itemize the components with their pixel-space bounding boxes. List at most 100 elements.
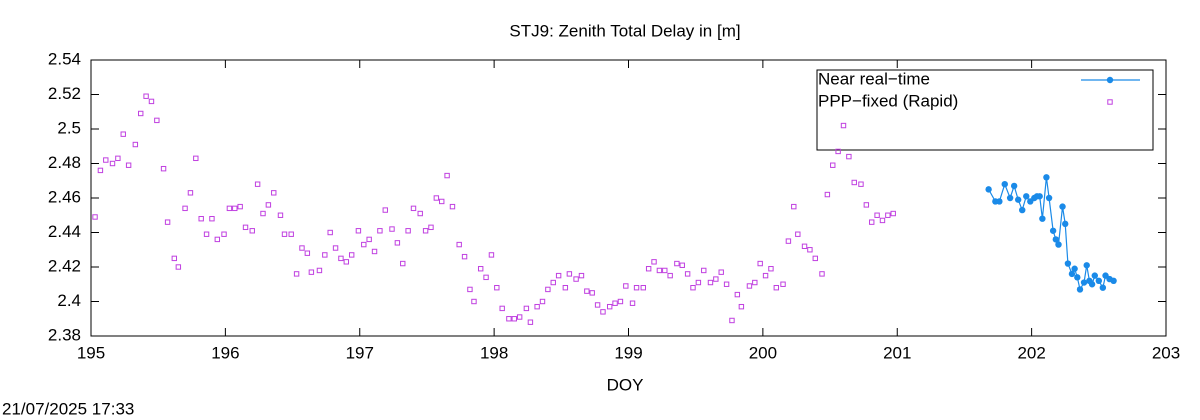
- data-point: [237, 203, 243, 210]
- data-point: [523, 305, 530, 312]
- data-point: [555, 272, 562, 279]
- x-axis-label: DOY: [607, 375, 644, 394]
- chart-title: STJ9: Zenith Total Delay in [m]: [509, 21, 740, 40]
- data-point: [1049, 227, 1057, 234]
- x-tick-label: 196: [211, 343, 239, 362]
- y-tick-label: 2.46: [48, 187, 81, 206]
- data-point: [824, 191, 831, 198]
- data-point: [115, 155, 121, 162]
- data-point: [316, 267, 323, 274]
- x-tick-label: 201: [883, 343, 911, 362]
- data-point: [1095, 277, 1103, 284]
- data-point: [410, 205, 417, 212]
- data-point: [226, 205, 233, 212]
- data-point: [752, 279, 758, 286]
- data-point: [308, 269, 315, 275]
- data-point: [578, 272, 585, 279]
- data-point: [154, 117, 160, 124]
- data-point: [382, 207, 388, 213]
- data-point: [594, 302, 601, 308]
- data-point: [985, 186, 992, 193]
- data-point: [651, 259, 657, 265]
- data-point: [606, 303, 613, 310]
- data-point: [1068, 270, 1076, 278]
- data-point: [132, 141, 139, 148]
- data-point: [471, 298, 477, 305]
- data-point: [1045, 194, 1053, 202]
- y-tick-label: 2.54: [48, 49, 81, 68]
- data-point: [851, 179, 857, 186]
- data-point: [499, 305, 505, 312]
- data-point: [506, 316, 512, 322]
- data-point: [187, 190, 194, 196]
- data-point: [511, 316, 517, 322]
- data-point: [791, 203, 797, 210]
- data-point: [198, 216, 204, 222]
- data-point: [757, 260, 763, 267]
- data-point: [773, 285, 780, 291]
- data-point: [1039, 215, 1046, 222]
- data-point: [885, 212, 891, 218]
- data-point: [1055, 241, 1062, 248]
- data-point: [573, 276, 579, 282]
- data-point: [214, 236, 221, 243]
- data-point: [242, 224, 249, 231]
- data-point: [394, 240, 401, 246]
- data-point: [1019, 206, 1026, 214]
- data-point: [377, 228, 383, 234]
- data-point: [293, 271, 300, 277]
- data-point: [996, 198, 1003, 205]
- data-point: [439, 198, 445, 205]
- data-point: [629, 300, 636, 306]
- data-point: [299, 245, 305, 251]
- data-point: [97, 167, 104, 174]
- data-point: [322, 252, 328, 258]
- x-tick-label: 197: [346, 343, 374, 362]
- data-point: [879, 217, 886, 224]
- legend-marker: [1107, 99, 1113, 105]
- data-point: [1064, 260, 1072, 267]
- data-point: [1074, 274, 1081, 281]
- data-point: [461, 253, 468, 260]
- data-point: [1110, 277, 1117, 284]
- x-tick-label: 203: [1152, 343, 1180, 362]
- data-point: [348, 252, 355, 258]
- data-point: [534, 303, 540, 310]
- x-tick-label: 202: [1017, 343, 1045, 362]
- data-point: [863, 202, 870, 208]
- data-point: [612, 300, 618, 306]
- data-point: [718, 269, 724, 275]
- data-point: [249, 228, 255, 234]
- data-point: [148, 98, 155, 105]
- data-point: [701, 267, 707, 274]
- data-point: [260, 210, 266, 217]
- data-point: [389, 226, 395, 232]
- data-point: [662, 267, 668, 274]
- data-point: [690, 285, 696, 291]
- data-point: [623, 283, 629, 289]
- data-point: [160, 165, 167, 172]
- data-point: [795, 231, 801, 237]
- data-point: [846, 153, 852, 160]
- data-point: [819, 271, 825, 277]
- data-point: [1014, 196, 1022, 203]
- data-point: [103, 157, 109, 163]
- data-point: [494, 285, 500, 291]
- data-point: [584, 288, 590, 294]
- data-point: [840, 122, 847, 129]
- data-point: [1001, 181, 1008, 188]
- data-point: [539, 298, 546, 305]
- data-point: [617, 298, 624, 305]
- data-point: [1059, 203, 1066, 210]
- data-point: [768, 266, 774, 272]
- data-point: [417, 210, 423, 217]
- legend-label: Near real−time: [818, 69, 930, 88]
- data-point: [874, 212, 880, 218]
- data-point: [780, 281, 786, 287]
- x-tick-label: 198: [480, 343, 508, 362]
- data-point: [467, 286, 473, 293]
- data-point: [405, 228, 411, 234]
- data-point: [723, 281, 730, 287]
- data-point: [633, 285, 640, 291]
